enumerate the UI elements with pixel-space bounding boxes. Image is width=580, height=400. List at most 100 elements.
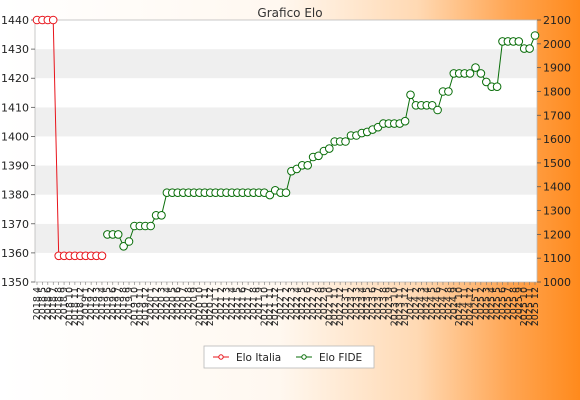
x-tick-label: 2022 4 <box>292 287 303 320</box>
x-tick-label: 2022 9 <box>319 287 330 320</box>
x-tick-label: 2021 4 <box>227 287 238 320</box>
x-tick-label: 2022 8 <box>313 287 324 320</box>
x-tick-label: 2025 1 <box>470 287 481 320</box>
x-tick-label: 2022 7 <box>308 287 319 320</box>
x-tick-label: 2018 6 <box>43 287 54 320</box>
x-tick-label: 2024 1 <box>406 287 417 320</box>
x-tick-label: 2023 2 <box>346 287 357 320</box>
data-point <box>157 211 166 220</box>
data-point <box>406 90 415 100</box>
data-point <box>314 151 323 161</box>
x-tick-label: 2019 10 <box>129 287 140 326</box>
x-tick-label: 2020 5 <box>167 287 178 320</box>
x-tick-label: 2025 7 <box>503 287 514 320</box>
x-tick-label: 2021 3 <box>221 287 232 320</box>
legend-swatch-marker <box>218 354 224 360</box>
left-tick-label: 1350 <box>1 276 29 289</box>
data-point <box>325 144 334 153</box>
data-point <box>303 161 313 170</box>
x-tick-label: 2023 4 <box>357 287 368 320</box>
left-tick-label: 1390 <box>1 160 29 173</box>
series-elo-italia <box>32 15 107 261</box>
x-tick-label: 2019 11 <box>135 287 146 326</box>
x-tick-label: 2025 2 <box>476 287 487 320</box>
right-tick-label: 1100 <box>543 252 571 265</box>
grid-band <box>35 252 537 282</box>
data-point <box>465 69 475 78</box>
grid-band <box>35 194 537 224</box>
x-tick-label: 2024 7 <box>438 287 449 320</box>
x-tick-label: 2024 2 <box>411 287 422 320</box>
data-point <box>265 190 275 200</box>
x-tick-label: 2025 8 <box>508 287 519 320</box>
data-point <box>48 15 58 25</box>
x-tick-label: 2020 10 <box>194 287 205 326</box>
series-layer <box>32 15 540 261</box>
x-tick-label: 2020 1 <box>146 287 157 320</box>
x-tick-label: 2023 10 <box>389 287 400 326</box>
x-tick-label: 2025 5 <box>492 287 503 320</box>
right-tick-label: 1900 <box>543 62 571 75</box>
x-tick-label: 2021 8 <box>249 287 260 320</box>
x-tick-label: 2024 6 <box>433 287 444 320</box>
x-tick-label: 2020 2 <box>151 287 162 320</box>
x-tick-label: 2021 10 <box>259 287 270 326</box>
x-tick-label: 2024 8 <box>443 287 454 320</box>
data-point <box>525 44 534 53</box>
x-tick-label: 2020 9 <box>189 287 200 320</box>
x-tick-label: 2021 11 <box>265 287 276 326</box>
x-tick-label: 2018 4 <box>32 287 43 320</box>
x-tick-label: 2021 1 <box>211 287 222 320</box>
left-tick-label: 1380 <box>1 189 29 202</box>
data-point <box>119 242 128 251</box>
x-tick-label: 2025 10 <box>519 287 530 326</box>
grid-band <box>35 78 537 108</box>
x-tick-label: 2020 11 <box>200 287 211 326</box>
left-tick-label: 1410 <box>1 101 29 114</box>
right-tick-label: 2100 <box>543 14 571 27</box>
x-tick-label: 2022 10 <box>324 287 335 326</box>
x-tick-label: 2023 3 <box>351 287 362 320</box>
x-tick-label: 2020 4 <box>162 287 173 320</box>
x-tick-label: 2019 9 <box>124 287 135 320</box>
x-tick-label: 2019 8 <box>119 287 130 320</box>
x-tick-label: 2020 3 <box>157 287 168 320</box>
x-tick-label: 2025 9 <box>514 287 525 320</box>
x-tick-label: 2023 9 <box>384 287 395 320</box>
x-tick-label: 2019 7 <box>113 287 124 320</box>
x-tick-label: 2018 10 <box>64 287 75 326</box>
right-tick-label: 1200 <box>543 228 571 241</box>
data-point <box>97 251 107 261</box>
grid-band <box>35 136 537 166</box>
x-tick-label: 2018 8 <box>54 287 65 320</box>
data-point <box>124 237 134 246</box>
x-tick-label: 2023 1 <box>341 287 352 320</box>
series-elo-fide <box>103 31 540 251</box>
data-point <box>146 221 155 231</box>
right-tick-label: 2000 <box>543 38 571 51</box>
data-point <box>427 101 437 110</box>
x-tick-label: 2025 12 <box>530 287 541 326</box>
x-tick-label: 2022 1 <box>276 287 287 320</box>
x-tick-label: 2022 12 <box>335 287 346 326</box>
x-tick-label: 2021 6 <box>238 287 249 320</box>
data-point <box>341 137 350 146</box>
x-tick-label: 2023 7 <box>373 287 384 320</box>
x-tick-label: 2024 11 <box>460 287 471 326</box>
chart-title: Grafico Elo <box>257 6 322 20</box>
right-tick-label: 1000 <box>543 276 571 289</box>
left-axis: 1350 1360 1370 1380 1390 1400 1410 1420 1430 1440 <box>1 14 35 289</box>
right-tick-label: 1500 <box>543 157 571 170</box>
x-tick-label: 2024 12 <box>465 287 476 326</box>
x-tick-label: 2021 5 <box>232 287 243 320</box>
right-tick-label: 1300 <box>543 205 571 218</box>
data-point <box>482 77 491 87</box>
x-tick-label: 2024 4 <box>422 287 433 320</box>
left-tick-label: 1430 <box>1 43 29 56</box>
x-tick-label: 2019 4 <box>97 287 108 320</box>
data-point <box>281 188 291 197</box>
x-tick-label: 2019 12 <box>140 287 151 326</box>
